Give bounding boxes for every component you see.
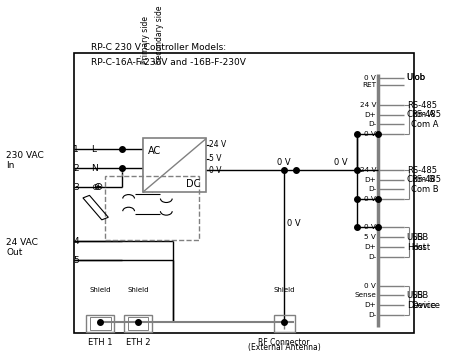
Text: RS-485
Com B: RS-485 Com B bbox=[411, 175, 441, 194]
Text: 5 V: 5 V bbox=[364, 234, 376, 240]
Text: RP-C 230 V Controller Models:: RP-C 230 V Controller Models: bbox=[91, 44, 226, 52]
Text: RS-485: RS-485 bbox=[407, 101, 437, 110]
Text: AC: AC bbox=[148, 146, 162, 156]
Text: RF Connector: RF Connector bbox=[258, 338, 310, 347]
Text: 0 V: 0 V bbox=[287, 219, 301, 228]
Text: D-: D- bbox=[368, 186, 376, 192]
Text: RS-485: RS-485 bbox=[407, 166, 437, 175]
Text: D-: D- bbox=[368, 312, 376, 318]
Text: 230 VAC
In: 230 VAC In bbox=[6, 151, 44, 170]
Text: 2: 2 bbox=[73, 164, 79, 173]
Text: 24 V: 24 V bbox=[359, 167, 376, 173]
Text: 0 V: 0 V bbox=[209, 166, 221, 175]
Text: USB: USB bbox=[407, 291, 424, 299]
Text: 0 V: 0 V bbox=[364, 196, 376, 202]
Text: 0 V: 0 V bbox=[364, 224, 376, 230]
Text: Com A: Com A bbox=[407, 110, 434, 119]
Text: Com B: Com B bbox=[407, 175, 434, 184]
Bar bbox=[90, 317, 111, 330]
Text: UIob: UIob bbox=[407, 73, 426, 82]
Text: (External Antenna): (External Antenna) bbox=[248, 343, 320, 352]
Bar bbox=[83, 195, 109, 220]
Text: 0 V: 0 V bbox=[334, 158, 347, 167]
Text: N: N bbox=[91, 164, 98, 173]
Text: Secondary side: Secondary side bbox=[155, 6, 164, 64]
Text: 24 V: 24 V bbox=[209, 140, 226, 149]
Text: 1: 1 bbox=[73, 145, 79, 154]
Text: ETH 1: ETH 1 bbox=[88, 338, 113, 347]
Text: ⊕: ⊕ bbox=[91, 183, 99, 192]
Text: 3: 3 bbox=[73, 183, 79, 192]
Text: L: L bbox=[91, 145, 96, 154]
Bar bbox=[128, 317, 148, 330]
Text: Shield: Shield bbox=[128, 287, 149, 293]
Text: 4: 4 bbox=[73, 237, 79, 246]
Text: D+: D+ bbox=[364, 112, 376, 118]
Text: DC: DC bbox=[186, 179, 201, 189]
Text: UIob: UIob bbox=[407, 73, 426, 82]
Text: RET: RET bbox=[362, 82, 376, 88]
Text: USB
Host: USB Host bbox=[411, 233, 430, 252]
Text: 0 V: 0 V bbox=[364, 75, 376, 81]
Text: RS-485
Com A: RS-485 Com A bbox=[411, 110, 441, 129]
Bar bbox=[105, 176, 199, 240]
Text: 0 V: 0 V bbox=[364, 282, 376, 289]
Text: USB: USB bbox=[407, 233, 424, 242]
Text: D+: D+ bbox=[364, 244, 376, 250]
Text: D+: D+ bbox=[364, 302, 376, 308]
Text: 5: 5 bbox=[73, 256, 79, 265]
Text: 0 V: 0 V bbox=[364, 131, 376, 137]
Text: USB
Device: USB Device bbox=[411, 291, 440, 310]
Text: D+: D+ bbox=[364, 177, 376, 183]
Text: 24 V: 24 V bbox=[359, 102, 376, 108]
Text: D-: D- bbox=[368, 255, 376, 261]
Text: Shield: Shield bbox=[90, 287, 111, 293]
Text: Host: Host bbox=[407, 243, 426, 252]
Bar bbox=[86, 315, 115, 332]
Text: ETH 2: ETH 2 bbox=[126, 338, 150, 347]
Text: D-: D- bbox=[368, 121, 376, 127]
Bar bbox=[273, 315, 295, 332]
Text: 0 V: 0 V bbox=[277, 158, 291, 167]
Text: Sense: Sense bbox=[354, 292, 376, 298]
Text: Device: Device bbox=[407, 301, 436, 310]
Text: 5 V: 5 V bbox=[209, 154, 221, 164]
Text: ⊕: ⊕ bbox=[94, 182, 104, 193]
Text: Primary side: Primary side bbox=[141, 16, 150, 64]
Text: Shield: Shield bbox=[273, 287, 295, 293]
Bar bbox=[124, 315, 152, 332]
Text: 24 VAC
Out: 24 VAC Out bbox=[6, 238, 38, 257]
Bar bbox=[143, 138, 206, 192]
Text: RP-C-16A-F-230V and -16B-F-230V: RP-C-16A-F-230V and -16B-F-230V bbox=[91, 58, 246, 67]
